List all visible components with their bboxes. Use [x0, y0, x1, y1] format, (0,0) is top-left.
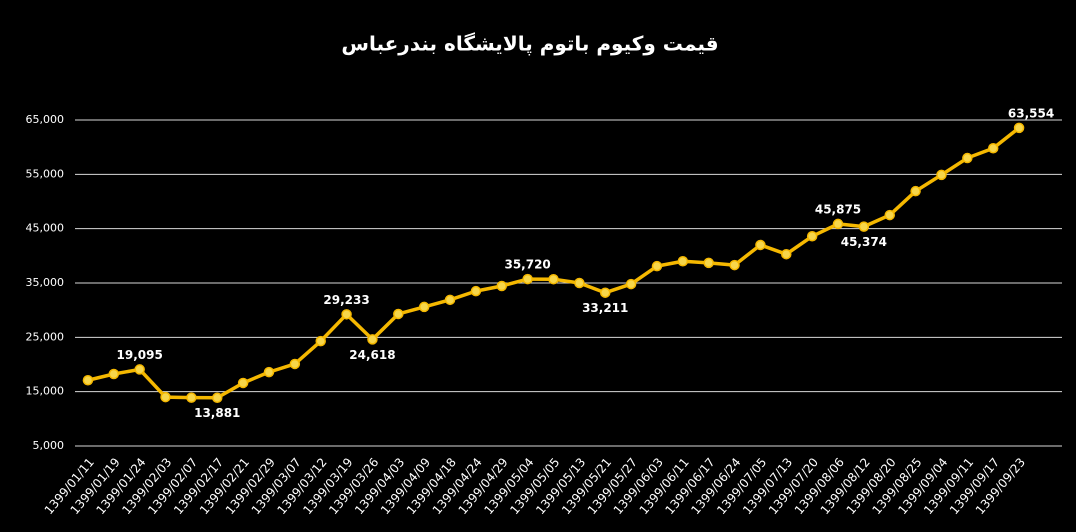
point — [237, 377, 249, 389]
point — [134, 364, 145, 375]
point — [651, 260, 663, 272]
point — [962, 152, 973, 164]
point — [263, 366, 275, 378]
point — [884, 209, 895, 221]
point — [82, 375, 94, 386]
value-label: 33,211 — [582, 301, 628, 315]
point — [599, 287, 611, 298]
point — [936, 169, 947, 181]
point — [832, 218, 844, 230]
point — [341, 309, 352, 320]
point — [496, 280, 508, 292]
point — [781, 248, 792, 260]
point — [625, 278, 637, 290]
point — [677, 256, 689, 267]
point — [522, 273, 533, 285]
point — [444, 294, 456, 306]
y-tick-label: 25,000 — [26, 330, 65, 343]
point — [574, 277, 585, 289]
point — [367, 334, 378, 345]
point — [910, 185, 921, 197]
point — [806, 231, 818, 242]
point — [160, 391, 171, 403]
y-tick-label: 55,000 — [26, 167, 65, 180]
value-label: 29,233 — [323, 293, 369, 307]
y-tick-label: 5,000 — [33, 439, 65, 452]
point — [703, 257, 714, 269]
y-tick-label: 35,000 — [26, 276, 65, 289]
point — [186, 392, 197, 403]
point — [987, 143, 999, 154]
line — [87, 126, 1021, 400]
value-label: 24,618 — [349, 348, 395, 362]
point — [393, 308, 404, 320]
point — [548, 273, 559, 285]
point — [212, 392, 223, 403]
point — [418, 301, 430, 313]
point — [289, 358, 301, 370]
y-tick-label: 45,000 — [26, 222, 65, 235]
y-tick-label: 65,000 — [26, 113, 65, 126]
point — [755, 239, 766, 251]
value-label: 63,554 — [1008, 106, 1054, 120]
y-tick-label: 15,000 — [26, 385, 65, 398]
point — [729, 259, 740, 271]
value-label: 13,881 — [194, 406, 240, 420]
point — [108, 368, 120, 380]
value-label: 45,374 — [841, 235, 887, 249]
value-label: 35,720 — [504, 258, 550, 272]
point — [858, 221, 870, 232]
value-label: 19,095 — [117, 348, 163, 362]
point — [470, 285, 482, 297]
point — [1013, 122, 1025, 134]
chart-title: قیمت وکیوم باتوم پالایشگاه بندرعباس — [341, 32, 718, 57]
point — [315, 335, 326, 347]
value-label: 45,875 — [815, 202, 861, 216]
